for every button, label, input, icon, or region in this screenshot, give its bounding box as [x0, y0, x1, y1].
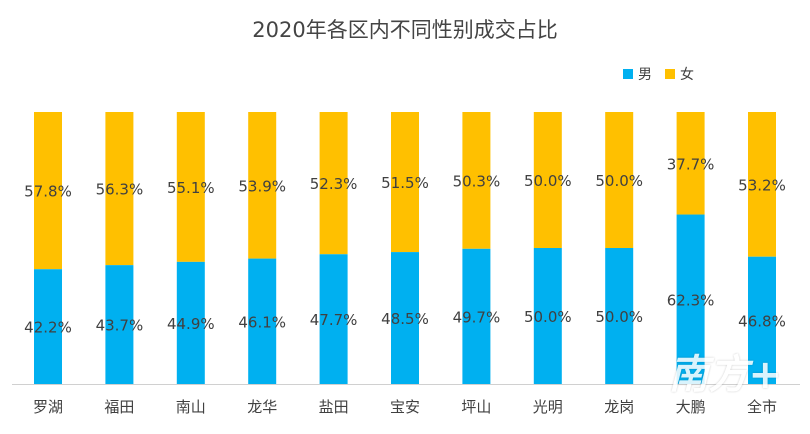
data-label-male-1: 43.7% [96, 317, 144, 335]
data-label-female-0: 57.8% [24, 183, 72, 201]
bar-male-6 [462, 248, 491, 384]
data-label-male-3: 46.1% [238, 313, 286, 331]
data-label-male-4: 47.7% [310, 311, 358, 329]
bar-male-0 [34, 269, 62, 384]
x-tick-label-8: 龙岗 [604, 398, 634, 416]
legend-label-1: 女 [680, 66, 694, 83]
bar-male-7 [533, 248, 562, 384]
data-label-female-7: 50.0% [524, 172, 572, 190]
bar-female-7 [533, 112, 562, 248]
chart-title: 2020年各区内不同性别成交占比 [252, 18, 558, 42]
bar-male-2 [176, 261, 205, 384]
data-label-female-4: 52.3% [310, 175, 358, 193]
data-label-male-2: 44.9% [167, 315, 215, 333]
watermark-logo: 南方+ [668, 352, 782, 398]
x-tick-label-6: 坪山 [461, 398, 491, 416]
x-tick-label-1: 福田 [104, 398, 134, 416]
bar-female-10 [748, 112, 776, 257]
x-tick-label-0: 罗湖 [33, 398, 63, 416]
bar-female-3 [248, 112, 277, 259]
data-label-male-5: 48.5% [381, 310, 429, 328]
data-label-female-2: 55.1% [167, 179, 215, 197]
legend-swatch-1 [665, 69, 675, 79]
data-label-male-7: 50.0% [524, 308, 572, 326]
x-tick-label-9: 大鹏 [676, 398, 706, 416]
bar-female-0 [34, 112, 62, 270]
bar-female-8 [605, 112, 634, 248]
x-tick-label-2: 南山 [176, 398, 206, 416]
bar-female-6 [462, 112, 491, 249]
bar-male-5 [391, 252, 419, 384]
bar-female-5 [391, 112, 419, 253]
legend-label-0: 男 [638, 67, 652, 83]
bar-male-1 [105, 265, 134, 384]
legend-swatch-0 [623, 69, 633, 79]
data-label-male-9: 62.3% [667, 291, 715, 309]
data-label-female-10: 53.2% [738, 176, 786, 194]
bar-male-3 [248, 258, 277, 384]
data-label-female-5: 51.5% [381, 174, 429, 192]
bar-female-9 [676, 112, 705, 215]
data-label-female-8: 50.0% [595, 172, 643, 190]
bar-male-9 [676, 214, 705, 384]
x-tick-label-3: 龙华 [247, 398, 277, 416]
data-label-female-9: 37.7% [667, 155, 715, 173]
data-label-male-0: 42.2% [24, 319, 72, 337]
bar-male-10 [748, 256, 776, 384]
x-tick-label-4: 盐田 [319, 398, 349, 416]
x-tick-label-10: 全市 [747, 398, 777, 416]
bar-male-4 [319, 254, 348, 384]
bar-male-8 [605, 248, 634, 384]
x-tick-label-5: 宝安 [390, 398, 420, 416]
bar-female-1 [105, 112, 134, 266]
data-label-female-1: 56.3% [96, 181, 144, 199]
bar-female-2 [176, 112, 205, 262]
data-label-female-6: 50.3% [453, 172, 501, 190]
data-label-female-3: 53.9% [238, 177, 286, 195]
data-label-male-10: 46.8% [738, 312, 786, 330]
data-label-male-6: 49.7% [453, 308, 501, 326]
data-label-male-8: 50.0% [595, 308, 643, 326]
bar-female-4 [319, 112, 348, 255]
x-tick-label-7: 光明 [533, 398, 563, 416]
